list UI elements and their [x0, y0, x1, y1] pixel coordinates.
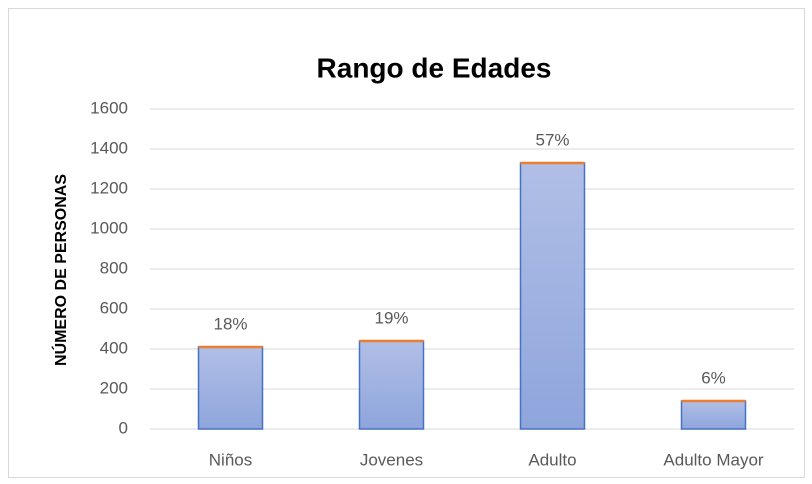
- bar: [358, 340, 425, 430]
- y-tick-label: 600: [100, 298, 128, 317]
- data-label: 19%: [374, 308, 408, 327]
- data-label: 57%: [535, 130, 569, 149]
- x-tick-label: Adulto Mayor: [663, 450, 763, 469]
- y-tick-label: 1200: [90, 178, 128, 197]
- bar: [197, 346, 264, 430]
- y-tick-label: 0: [119, 418, 128, 437]
- x-tick-label: Niños: [209, 450, 252, 469]
- y-tick-label: 1400: [90, 138, 128, 157]
- y-tick-label: 1600: [90, 98, 128, 117]
- y-tick-label: 200: [100, 378, 128, 397]
- bar: [519, 162, 586, 430]
- y-tick-label: 800: [100, 258, 128, 277]
- x-tick-label: Jovenes: [360, 450, 423, 469]
- y-axis-label: NÚMERO DE PERSONAS: [51, 174, 70, 366]
- x-tick-label: Adulto: [528, 450, 576, 469]
- y-tick-label: 400: [100, 338, 128, 357]
- bar: [680, 400, 747, 430]
- data-label: 6%: [701, 368, 726, 387]
- data-label: 18%: [213, 314, 247, 333]
- y-tick-label: 1000: [90, 218, 128, 237]
- chart-title: Rango de Edades: [317, 52, 552, 83]
